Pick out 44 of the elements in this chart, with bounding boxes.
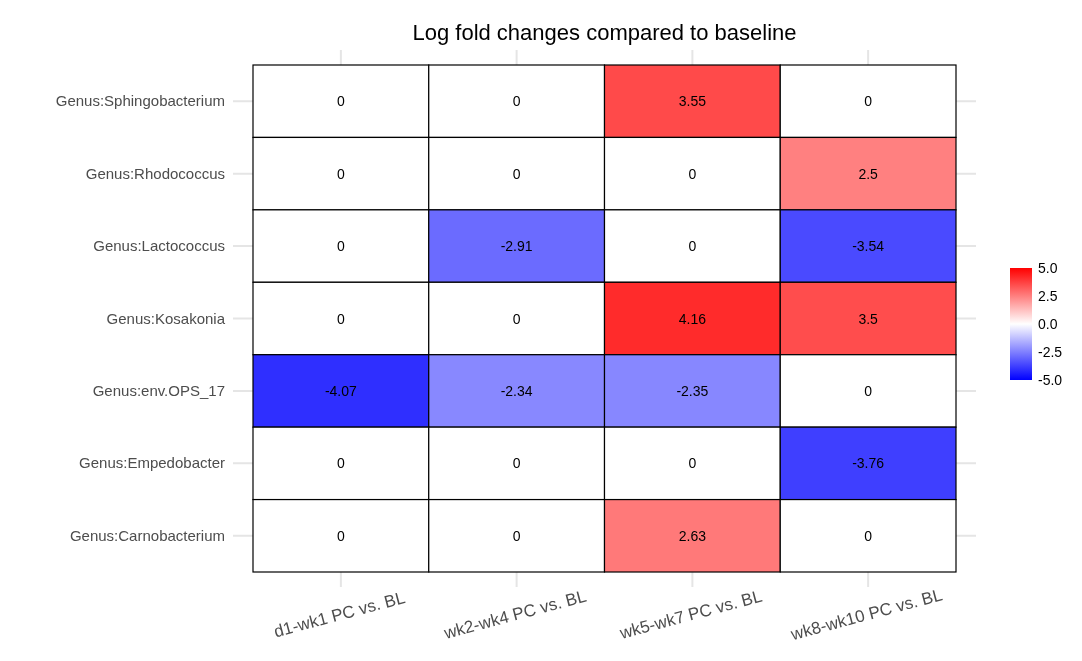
x-tick-label: wk2-wk4 PC vs. BL (441, 586, 589, 644)
data-label: -4.07 (324, 382, 358, 399)
data-label: 0 (512, 527, 521, 544)
x-tick-label: wk5-wk7 PC vs. BL (616, 586, 765, 644)
data-label: 0 (336, 238, 345, 255)
data-label: 2.63 (678, 527, 707, 544)
data-label: 0 (336, 165, 345, 182)
y-tick-label: Genus:Rhodococcus (85, 164, 225, 182)
data-label: -3.54 (852, 238, 885, 255)
data-label: 0 (512, 310, 521, 327)
data-label: -3.76 (852, 455, 885, 472)
x-tick-label: d1-wk1 PC vs. BL (271, 588, 408, 642)
data-label: 0 (864, 382, 873, 399)
chart-title: Log fold changes compared to baseline (412, 20, 797, 45)
y-tick-label: Genus:Sphingobacterium (55, 92, 225, 110)
data-label: 0 (688, 455, 697, 472)
y-tick-label: Genus:Kosakonia (106, 309, 226, 327)
data-label: 3.5 (858, 310, 879, 327)
data-label: -2.91 (500, 238, 533, 255)
data-label: 4.16 (678, 310, 707, 327)
color-bar-label: -2.5 (1038, 343, 1063, 360)
data-label: 0 (688, 238, 697, 255)
data-label: 0 (512, 93, 521, 110)
data-label: 3.55 (678, 93, 707, 110)
data-label: 0 (336, 527, 345, 544)
y-tick-label: Genus:Carnobacterium (69, 526, 225, 544)
data-label: 0 (864, 527, 873, 544)
data-label: 0 (336, 310, 345, 327)
color-bar-label: -5.0 (1038, 371, 1063, 388)
data-label: 0 (864, 93, 873, 110)
color-bar-label: 2.5 (1038, 287, 1058, 304)
y-tick-label: Genus:Lactococcus (93, 237, 225, 255)
data-label: 0 (336, 455, 345, 472)
data-label: 2.5 (858, 165, 879, 182)
color-bar-label: 0.0 (1038, 315, 1058, 332)
data-label: 0 (512, 165, 521, 182)
y-tick-label: Genus:env.OPS_17 (92, 381, 225, 399)
data-label: -2.34 (500, 382, 533, 399)
data-label: 0 (688, 165, 697, 182)
data-label: -2.35 (676, 382, 709, 399)
data-label: 0 (512, 455, 521, 472)
y-tick-label: Genus:Empedobacter (79, 454, 225, 472)
data-label: 0 (336, 93, 345, 110)
color-bar-label: 5.0 (1038, 259, 1058, 276)
